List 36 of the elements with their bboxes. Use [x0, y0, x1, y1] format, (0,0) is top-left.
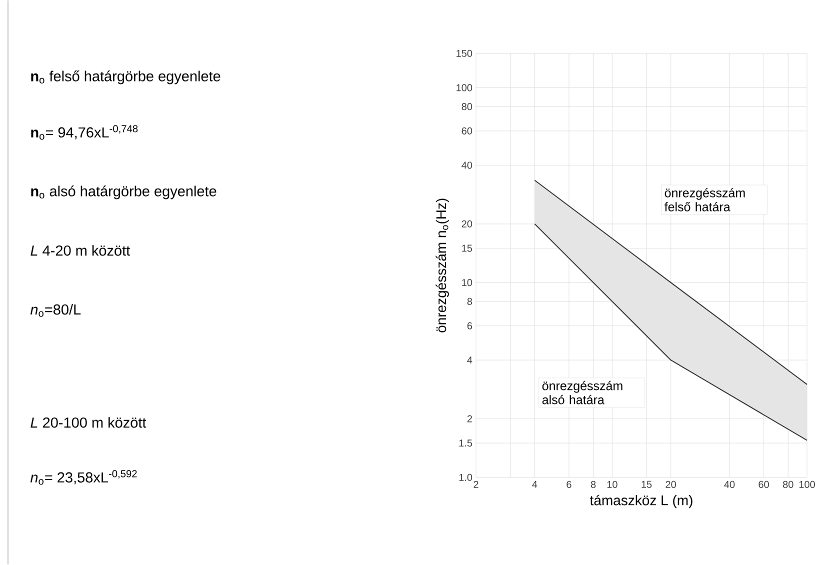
text: L 4-20 m között [30, 245, 130, 256]
y-axis-title: önrezgésszám n$_{o}$(Hz) [436, 198, 449, 332]
y-tick-label: 60 [462, 127, 472, 135]
y-tick-label: 1.5 [459, 440, 472, 447]
text: n$_{o}$=80/L [30, 304, 81, 317]
y-tick-label: 80 [462, 103, 472, 110]
x-tick-label: 4 [532, 481, 538, 488]
y-tick-label: 150 [456, 50, 472, 58]
text: n$_{o}$ felső határgörbe egyenlete [31, 70, 220, 84]
y-tick-label: 100 [456, 84, 472, 92]
annotation: önrezgésszám alsó határa [542, 381, 622, 404]
x-axis-title: támaszköz L (m) [590, 494, 692, 508]
x-tick-label: 8 [590, 481, 596, 488]
y-tick-label: 40 [462, 162, 472, 169]
x-tick-label: 2 [474, 481, 478, 488]
x-tick-label: 40 [724, 481, 735, 488]
y-tick-label: 10 [462, 279, 472, 286]
x-tick-label: 100 [799, 481, 815, 488]
y-tick-label: 20 [462, 220, 472, 228]
x-tick-label: 20 [666, 481, 676, 488]
x-tick-label: 10 [607, 481, 618, 488]
text: L 20-100 m között [30, 417, 146, 428]
text: n$_{o}$ alsó határgörbe egyenlete [31, 186, 216, 200]
x-tick-label: 15 [642, 481, 652, 488]
x-tick-label: 6 [566, 481, 572, 488]
x-tick-label: 60 [758, 481, 769, 488]
text: n$_{o}$= 23,58xL$^{-0,592}$ [30, 470, 137, 485]
y-tick-label: 2 [467, 415, 472, 422]
annotation: önrezgésszám felső határa [664, 188, 745, 212]
x-tick-label: 80 [783, 481, 794, 488]
y-tick-label: 1.0 [459, 474, 472, 482]
y-tick-label: 6 [467, 322, 472, 330]
y-tick-label: 8 [467, 298, 472, 306]
y-tick-label: 15 [462, 244, 472, 252]
y-tick-label: 4 [467, 356, 472, 364]
text: n$_{o}$= 94,76xL$^{-0,748}$ [31, 125, 138, 140]
